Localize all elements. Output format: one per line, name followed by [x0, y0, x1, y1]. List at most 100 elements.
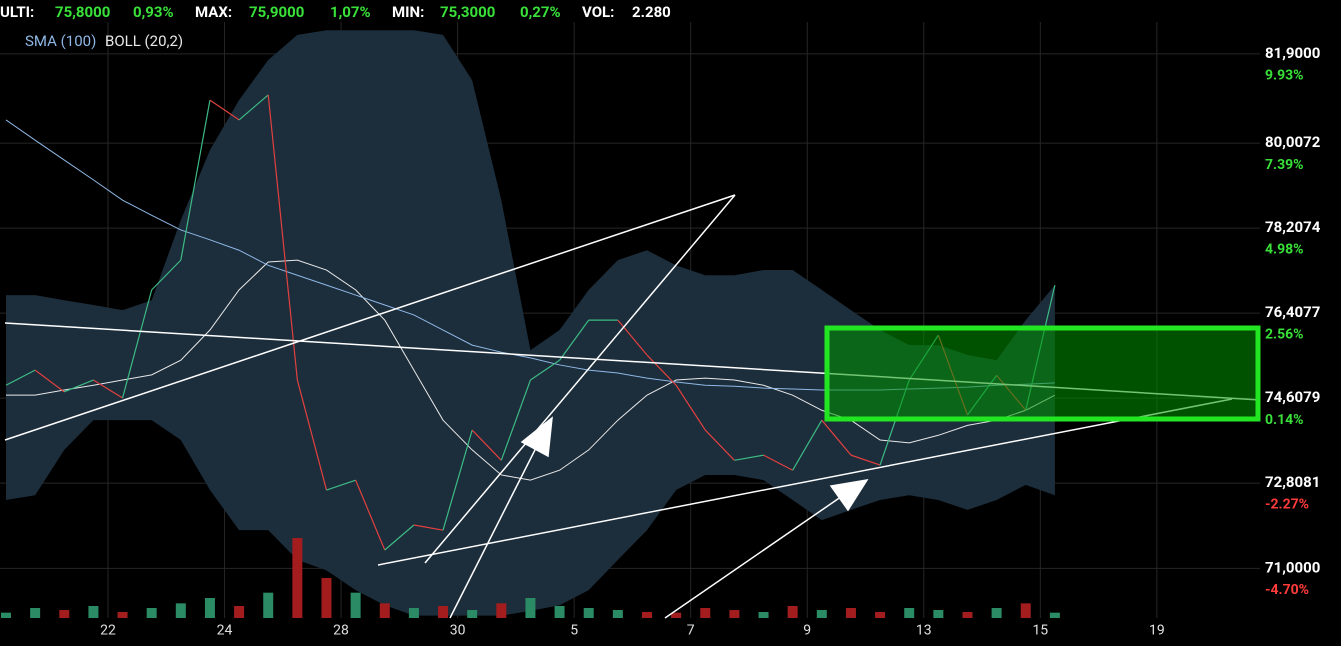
- arrow-shaft: [449, 439, 541, 619]
- price-segment: [180, 99, 211, 261]
- legend: SMA (100) BOLL (20,2): [25, 32, 183, 50]
- x-tick-label: 15: [1032, 623, 1048, 639]
- price-segment: [617, 319, 648, 356]
- price-segment: [763, 454, 793, 471]
- volume-bar: [612, 610, 623, 618]
- stat-value: 75,3000: [440, 3, 496, 21]
- volume-bar: [234, 606, 245, 618]
- volume-bar: [292, 538, 303, 618]
- x-tick-label: 19: [1149, 623, 1165, 639]
- volume-bar: [1020, 603, 1031, 618]
- price-segment: [64, 379, 94, 393]
- y-tick-label: 71,0000: [1265, 558, 1320, 576]
- volume-bar: [933, 610, 944, 618]
- volume-bar: [1, 612, 12, 618]
- volume-bar: [641, 612, 652, 618]
- stat-value: 75,8000: [55, 3, 111, 21]
- stat-value: 75,9000: [249, 3, 305, 21]
- y2-tick-label: 7.39%: [1265, 157, 1304, 173]
- x-tick-label: 5: [570, 623, 578, 639]
- stat-change: 0,93%: [133, 3, 174, 21]
- price-segment: [384, 524, 415, 551]
- annotations: [4, 194, 1261, 619]
- y2-tick-label: 0.14%: [1265, 412, 1304, 428]
- volume-bar: [962, 612, 973, 618]
- price-segment: [675, 384, 706, 431]
- y-tick-label: 76,4077: [1265, 303, 1320, 321]
- y2-tick-label: -4.70%: [1265, 582, 1309, 598]
- volume-bar: [787, 606, 798, 618]
- volume-bar: [88, 606, 99, 618]
- stat-change: 1,07%: [330, 3, 371, 21]
- y-tick-label: 74,6079: [1265, 388, 1320, 406]
- volume-bar: [904, 608, 915, 618]
- price-segment: [151, 259, 182, 291]
- x-tick-label: 13: [916, 623, 932, 639]
- y-tick-label: 80,0072: [1265, 133, 1321, 151]
- price-segment: [413, 524, 444, 531]
- volume-bar: [438, 606, 449, 618]
- x-tick-label: 7: [687, 623, 695, 639]
- price-segment: [442, 429, 473, 531]
- arrow-head: [829, 478, 869, 512]
- y2-tick-label: 2.56%: [1265, 327, 1304, 343]
- y2-tick-label: -2.27%: [1265, 497, 1309, 513]
- y2-tick-label: 4.98%: [1265, 242, 1304, 258]
- volume-bar: [845, 608, 856, 618]
- volume-bar: [59, 610, 70, 618]
- price-segment: [850, 454, 881, 466]
- price-segment: [471, 429, 502, 461]
- volume-bar: [1049, 612, 1060, 618]
- y-tick-label: 72,8081: [1265, 473, 1320, 491]
- stat-label: MIN:: [392, 3, 425, 21]
- price-segment: [792, 419, 823, 471]
- highlight-box: [824, 325, 1261, 422]
- x-tick-label: 9: [803, 623, 811, 639]
- volume-bar: [204, 598, 215, 618]
- legend-entry: SMA (100): [25, 32, 96, 50]
- price-segment: [734, 454, 764, 461]
- trend-line: [424, 194, 736, 564]
- price-segment: [34, 369, 65, 393]
- price-segment: [646, 354, 677, 386]
- volume-bar: [700, 608, 711, 618]
- trend-line: [377, 398, 1233, 566]
- x-tick-label: 22: [100, 623, 116, 639]
- price-segment: [5, 369, 36, 386]
- volume-bar: [991, 608, 1002, 618]
- volume-bar: [467, 610, 478, 618]
- stat-label: MAX:: [195, 3, 233, 21]
- stat-label: VOL:: [582, 3, 615, 21]
- axes: 22 24 28 30 5 7 9 13 15 19 81,9000 80,0072 78,2074 76…: [100, 44, 1321, 639]
- stat-label: ULTI:: [0, 3, 35, 21]
- price-segment: [238, 94, 269, 121]
- y-tick-label: 78,2074: [1265, 218, 1321, 236]
- volume-bar: [525, 598, 536, 618]
- y2-tick-label: 9.93%: [1265, 67, 1304, 83]
- volume-bar: [117, 612, 128, 618]
- x-tick-label: 24: [217, 623, 233, 639]
- trend-line: [4, 194, 736, 441]
- price-segment: [296, 379, 328, 491]
- volume-bar: [496, 603, 507, 618]
- stat-value: 2.280: [632, 3, 671, 21]
- volume-bar: [729, 610, 740, 618]
- price-segment: [93, 379, 123, 399]
- volume-bar: [671, 612, 682, 618]
- price-segment: [121, 289, 153, 399]
- y-tick-label: 81,9000: [1265, 44, 1320, 62]
- volume-bar: [350, 592, 361, 618]
- volume-bar: [554, 606, 565, 618]
- price-segment: [559, 319, 590, 361]
- x-tick-label: 28: [333, 623, 349, 639]
- price-segment: [821, 419, 852, 456]
- volume-bar: [816, 610, 827, 618]
- volume-bar: [321, 578, 332, 618]
- price-segment: [704, 429, 735, 461]
- volume-bar: [30, 608, 41, 618]
- volume-bar: [758, 612, 769, 618]
- volume-bar: [263, 592, 274, 618]
- price-segment: [355, 479, 386, 551]
- price-segment: [326, 479, 356, 491]
